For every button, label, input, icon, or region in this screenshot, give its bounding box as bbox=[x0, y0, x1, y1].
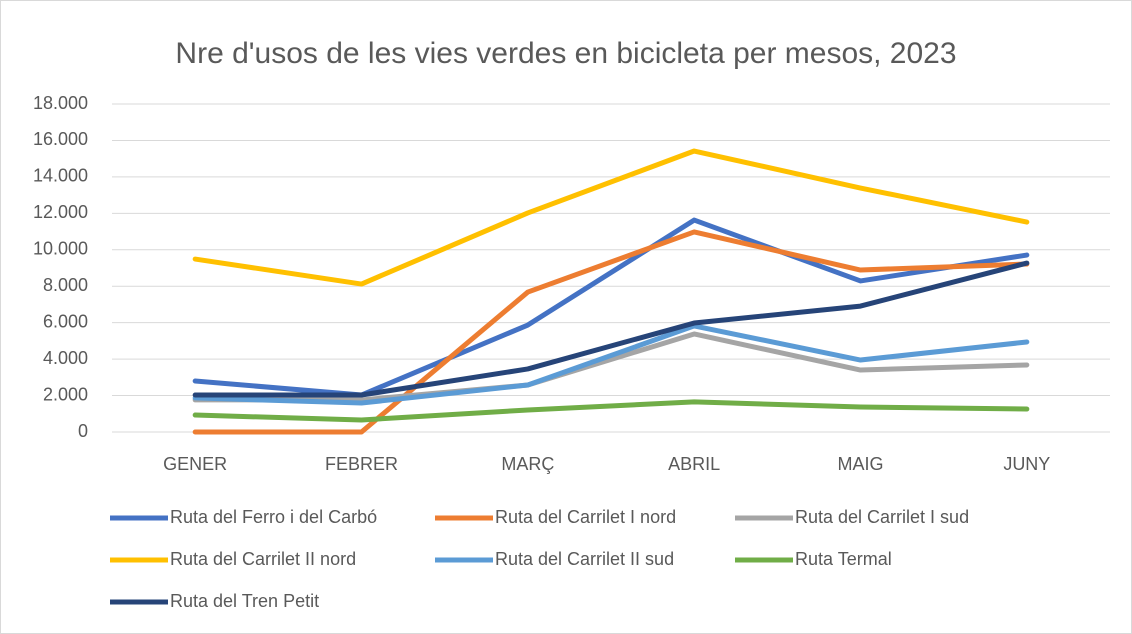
legend-label: Ruta del Tren Petit bbox=[170, 591, 319, 611]
y-tick-label: 18.000 bbox=[33, 93, 88, 113]
legend-label: Ruta del Carrilet II nord bbox=[170, 549, 356, 569]
legend-label: Ruta del Carrilet I nord bbox=[495, 507, 676, 527]
x-tick-label: MARÇ bbox=[501, 454, 554, 474]
y-tick-label: 10.000 bbox=[33, 239, 88, 259]
y-tick-label: 8.000 bbox=[43, 275, 88, 295]
x-tick-label: ABRIL bbox=[668, 454, 720, 474]
x-tick-label: JUNY bbox=[1003, 454, 1050, 474]
legend-label: Ruta del Ferro i del Carbó bbox=[170, 507, 377, 527]
series-line bbox=[192, 260, 1030, 398]
y-tick-label: 0 bbox=[78, 421, 88, 441]
x-tick-label: GENER bbox=[163, 454, 227, 474]
y-tick-label: 16.000 bbox=[33, 129, 88, 149]
y-tick-label: 6.000 bbox=[43, 311, 88, 331]
legend-label: Ruta Termal bbox=[795, 549, 892, 569]
y-tick-label: 4.000 bbox=[43, 348, 88, 368]
legend-label: Ruta del Carrilet I sud bbox=[795, 507, 969, 527]
y-tick-label: 14.000 bbox=[33, 166, 88, 186]
series-line bbox=[192, 399, 1030, 423]
series-line bbox=[192, 323, 1030, 406]
y-tick-label: 12.000 bbox=[33, 202, 88, 222]
series-line bbox=[192, 229, 1030, 435]
x-tick-label: FEBRER bbox=[325, 454, 398, 474]
legend-label: Ruta del Carrilet II sud bbox=[495, 549, 674, 569]
x-tick-label: MAIG bbox=[837, 454, 883, 474]
chart-title: Nre d'usos de les vies verdes en bicicle… bbox=[175, 37, 956, 70]
y-tick-label: 2.000 bbox=[43, 384, 88, 404]
series-line bbox=[192, 148, 1030, 287]
